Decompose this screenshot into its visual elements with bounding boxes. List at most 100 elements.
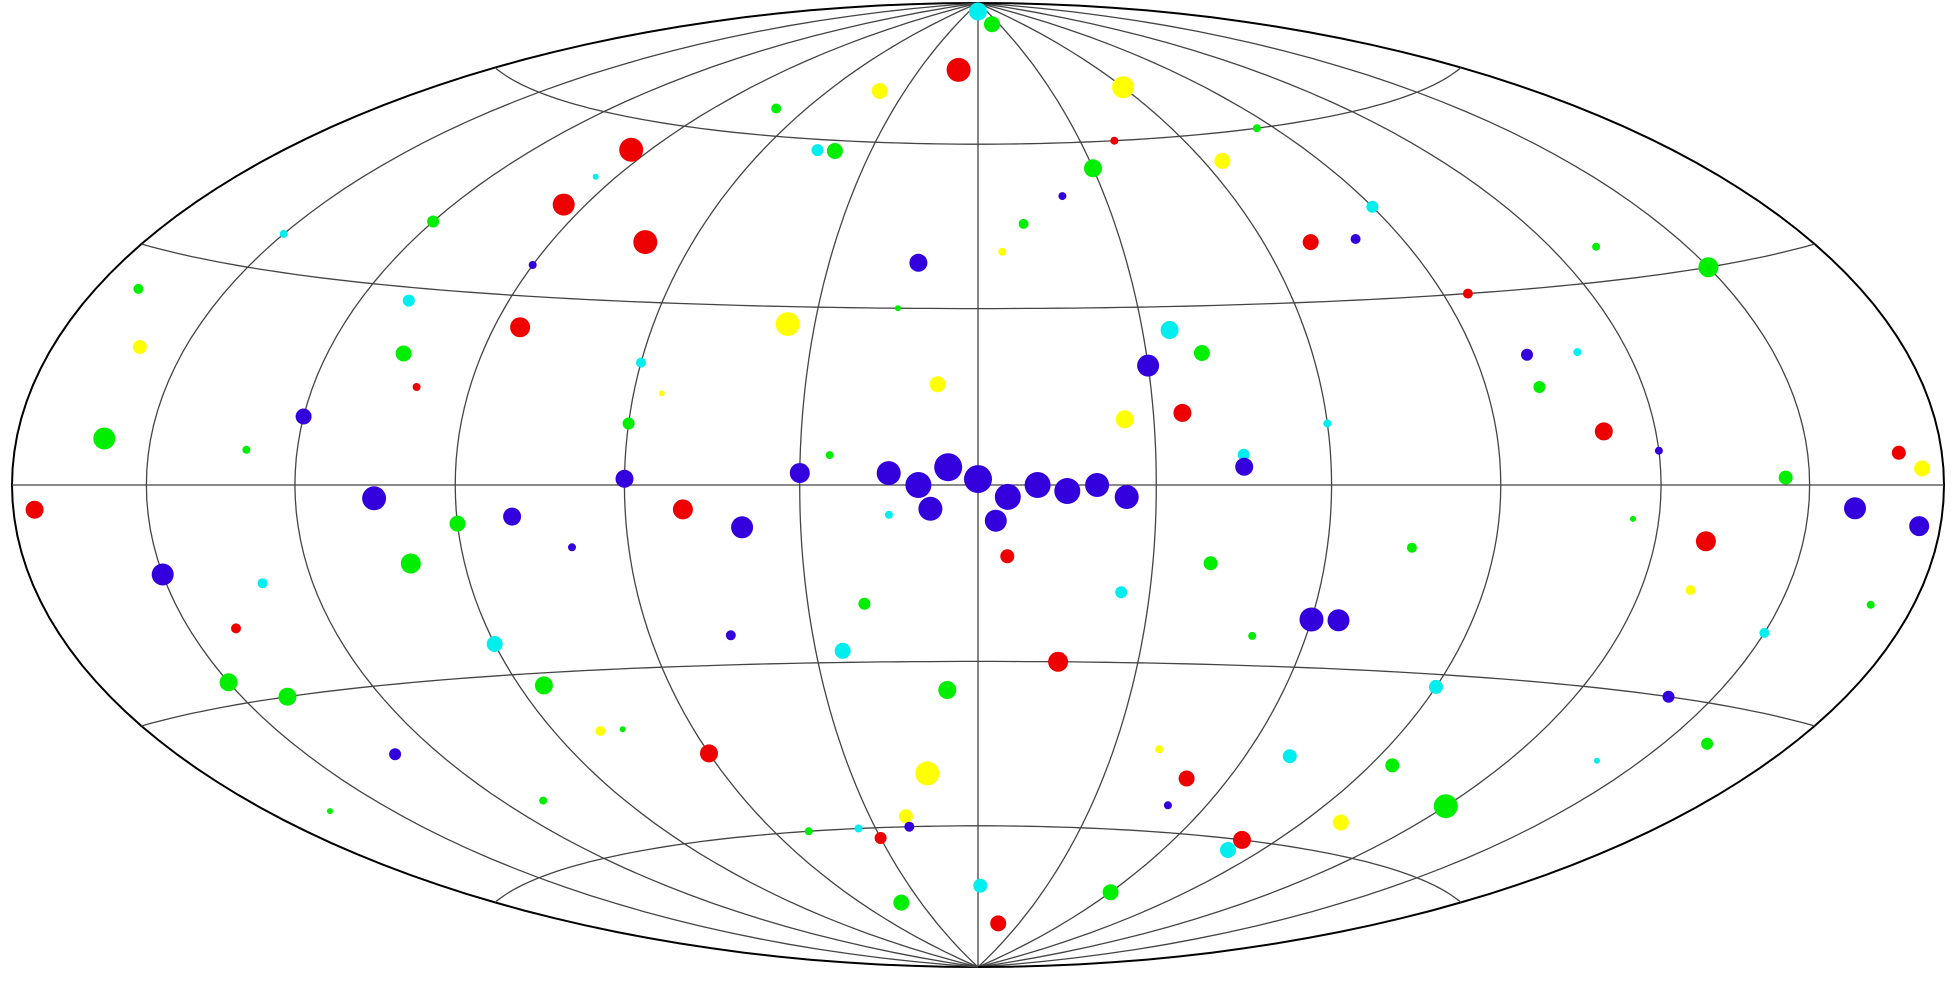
source [1048, 651, 1069, 672]
source [1235, 457, 1254, 476]
source [1332, 814, 1349, 831]
source [973, 878, 988, 893]
source [1160, 321, 1179, 339]
source [871, 83, 888, 99]
source [552, 193, 575, 216]
source [1282, 749, 1297, 764]
source [1085, 473, 1110, 497]
source [998, 247, 1007, 256]
parallel [494, 825, 1462, 903]
source [984, 16, 1000, 33]
source [568, 543, 576, 552]
source [219, 673, 238, 692]
source [1102, 884, 1119, 901]
source [395, 345, 412, 362]
source [1178, 770, 1195, 787]
source [1115, 410, 1134, 429]
source [826, 143, 843, 159]
source [1302, 234, 1319, 251]
source [915, 761, 940, 786]
source [1193, 345, 1210, 361]
source [1220, 842, 1236, 858]
source [1909, 516, 1930, 537]
source [804, 827, 813, 836]
source [1429, 679, 1443, 694]
source [725, 630, 736, 641]
source [449, 515, 466, 532]
source [1110, 136, 1119, 145]
source [893, 894, 910, 911]
source [133, 283, 144, 294]
source [592, 173, 599, 180]
source [539, 796, 548, 805]
source [1759, 627, 1770, 638]
source [1521, 348, 1533, 361]
source [1024, 472, 1051, 498]
source [503, 507, 522, 526]
source [1891, 445, 1906, 460]
source [278, 687, 297, 706]
source [894, 305, 901, 312]
source [1252, 124, 1261, 133]
source [595, 726, 606, 736]
sources [25, 2, 1931, 932]
source [1866, 600, 1875, 609]
source [969, 2, 987, 21]
source [534, 676, 553, 695]
source [1163, 801, 1172, 810]
source [994, 483, 1021, 510]
source [1914, 460, 1931, 477]
parallel [141, 243, 1815, 310]
source [402, 294, 415, 307]
source [1203, 556, 1218, 571]
source [1698, 257, 1719, 278]
source [1462, 288, 1473, 299]
source [1084, 159, 1102, 178]
source [619, 137, 644, 162]
source [825, 451, 834, 460]
source [151, 563, 174, 586]
source [1350, 234, 1361, 244]
source [1058, 192, 1067, 201]
source [884, 510, 893, 519]
source [909, 253, 928, 272]
source [672, 499, 693, 520]
source [619, 726, 626, 733]
source [1000, 549, 1015, 564]
source [1366, 200, 1379, 213]
source [1137, 354, 1160, 377]
source [946, 57, 971, 82]
source [700, 744, 718, 763]
source [389, 748, 402, 761]
source [898, 809, 913, 824]
source [775, 312, 800, 337]
source [1299, 607, 1324, 632]
source [1406, 542, 1417, 553]
source [1155, 745, 1164, 754]
source [93, 427, 116, 450]
source [279, 229, 288, 238]
source [1701, 737, 1714, 750]
graticule [10, 2, 1946, 968]
source [918, 496, 943, 521]
source [771, 103, 782, 114]
source [1594, 757, 1600, 764]
source [834, 642, 851, 659]
source [295, 408, 312, 425]
source [731, 516, 754, 539]
parallel [494, 67, 1462, 145]
source [990, 915, 1007, 932]
source [984, 509, 1007, 532]
source [412, 383, 421, 391]
source [1592, 242, 1601, 251]
source [1695, 531, 1716, 552]
source [1323, 419, 1332, 428]
source [1248, 631, 1257, 640]
source [510, 317, 531, 338]
source [1233, 830, 1251, 849]
source [1685, 585, 1696, 596]
source [1327, 609, 1350, 632]
source [257, 578, 268, 589]
source [854, 824, 863, 833]
